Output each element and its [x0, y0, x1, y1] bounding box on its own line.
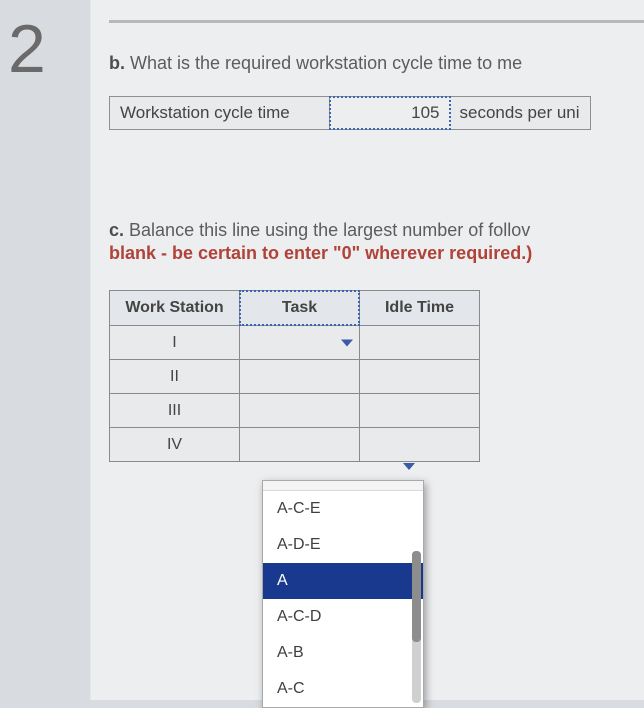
header-workstation: Work Station [110, 291, 240, 326]
table-row: I [110, 326, 480, 360]
scrollbar-thumb[interactable] [412, 551, 421, 642]
cycle-time-value: 105 [411, 103, 439, 122]
table-row: IV [110, 428, 480, 462]
station-cell: IV [110, 428, 240, 462]
cycle-time-row: Workstation cycle time 105 seconds per u… [110, 97, 591, 130]
station-cell: I [110, 326, 240, 360]
dropdown-option[interactable]: A-D-E [263, 527, 423, 563]
cycle-time-table: Workstation cycle time 105 seconds per u… [109, 96, 591, 130]
dropdown-option[interactable]: A-B [263, 635, 423, 671]
question-b-text: What is the required workstation cycle t… [130, 53, 522, 73]
idle-cell[interactable] [360, 394, 480, 428]
page-number: 2 [8, 10, 46, 88]
dropdown-option[interactable]: A-C-D [263, 599, 423, 635]
task-dropdown[interactable]: A-C-E A-D-E A A-C-D A-B A-C [262, 480, 424, 708]
task-cell[interactable] [240, 394, 360, 428]
dropdown-option[interactable]: A-C [263, 671, 423, 707]
table-header-row: Work Station Task Idle Time [110, 291, 480, 326]
idle-cell[interactable] [360, 360, 480, 394]
chevron-down-icon [341, 339, 353, 346]
table-row: III [110, 394, 480, 428]
task-cell[interactable] [240, 326, 360, 360]
dropdown-header [263, 481, 423, 491]
task-cell[interactable] [240, 360, 360, 394]
dropdown-scrollbar[interactable] [412, 551, 421, 703]
table-row: II [110, 360, 480, 394]
question-c-note: blank - be certain to enter "0" wherever… [109, 243, 644, 264]
cycle-time-unit: seconds per uni [450, 97, 591, 130]
dropdown-option[interactable]: A-C-E [263, 491, 423, 527]
header-task: Task [240, 291, 360, 326]
question-b-label: b. [109, 53, 125, 73]
station-cell: III [110, 394, 240, 428]
question-c-text: Balance this line using the largest numb… [129, 220, 530, 240]
idle-cell[interactable] [360, 326, 480, 360]
horizontal-rule [109, 20, 644, 23]
idle-cell[interactable] [360, 428, 480, 462]
dropdown-option-selected[interactable]: A [263, 563, 423, 599]
header-idle-time: Idle Time [360, 291, 480, 326]
cycle-time-value-cell[interactable]: 105 [330, 97, 450, 130]
task-cell[interactable] [240, 428, 360, 462]
chevron-down-icon [403, 463, 415, 470]
cycle-time-label: Workstation cycle time [110, 97, 330, 130]
question-c-label: c. [109, 220, 124, 240]
question-b: b. What is the required workstation cycl… [109, 53, 644, 74]
workstation-table: Work Station Task Idle Time I II III IV [109, 290, 480, 462]
question-c: c. Balance this line using the largest n… [109, 220, 644, 241]
station-cell: II [110, 360, 240, 394]
